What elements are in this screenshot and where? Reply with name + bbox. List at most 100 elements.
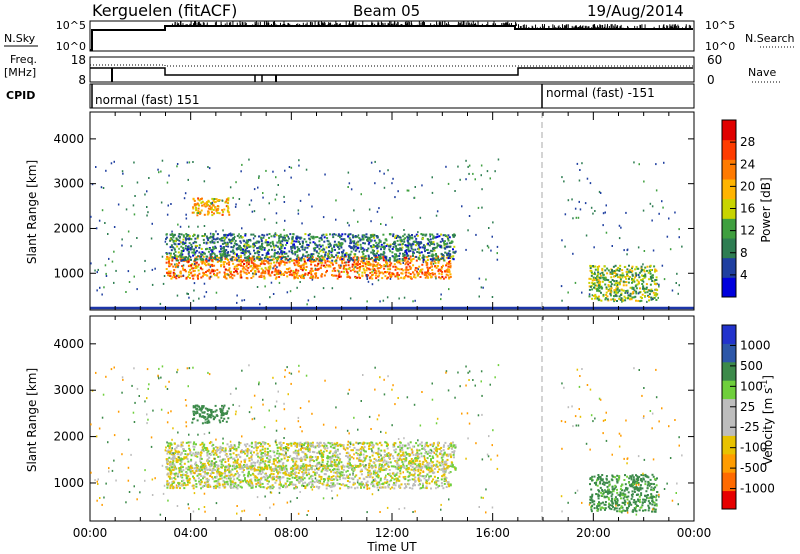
velocity-region-0-point xyxy=(420,475,422,477)
power-region-3-point xyxy=(610,299,612,301)
power-region-1-point xyxy=(209,248,211,250)
power-region-0-point xyxy=(170,271,172,273)
velocity-region-0-point xyxy=(347,480,349,482)
velocity-region-0-point xyxy=(419,472,421,474)
power-region-1-point xyxy=(269,259,271,261)
power-region-1-point xyxy=(199,244,201,246)
power-region-0-point xyxy=(415,277,417,279)
power-region-1-point xyxy=(176,255,178,257)
power-region-1-point xyxy=(328,250,330,252)
power-echo-point xyxy=(236,295,238,297)
power-region-0-point xyxy=(175,266,177,268)
power-region-1-point xyxy=(376,235,378,237)
power-region-1-point xyxy=(436,243,438,245)
power-region-1-point xyxy=(368,255,370,257)
power-region-0-point xyxy=(226,278,228,280)
power-echo-point xyxy=(144,260,146,262)
power-echo-point xyxy=(656,189,658,191)
power-echo-point xyxy=(646,301,648,303)
power-region-3-point xyxy=(609,289,611,291)
power-region-0-point xyxy=(305,263,307,265)
power-region-1-point xyxy=(182,247,184,249)
velocity-region-0-point xyxy=(420,487,422,489)
power-echo-point xyxy=(300,200,302,202)
velocity-region-0-point xyxy=(393,484,395,486)
power-echo-point xyxy=(167,214,169,216)
date-title: 19/Aug/2014 xyxy=(587,2,684,20)
power-echo-point xyxy=(492,236,494,238)
velocity-region-0-point xyxy=(190,473,192,475)
power-region-1-point xyxy=(298,237,300,239)
velocity-region-0-point xyxy=(206,472,208,474)
power-region-0-point xyxy=(185,270,187,272)
power-region-0-point xyxy=(264,278,266,280)
power-region-0-point xyxy=(182,267,184,269)
power-region-0-point xyxy=(397,268,399,270)
power-region-1-point xyxy=(189,235,191,237)
power-region-2-point xyxy=(201,210,203,212)
power-region-1-point xyxy=(174,255,176,257)
power-region-0-point xyxy=(410,256,412,258)
power-region-0-point xyxy=(428,272,430,274)
power-echo-point xyxy=(465,160,467,162)
power-region-3-point xyxy=(612,279,614,281)
power-region-1-point xyxy=(243,245,245,247)
power-echo-point xyxy=(422,257,424,259)
velocity-region-0-point xyxy=(430,488,432,490)
power-region-3-point xyxy=(592,265,594,267)
power-echo-point xyxy=(421,184,423,186)
velocity-region-0-point xyxy=(252,487,254,489)
power-echo-point xyxy=(323,287,325,289)
power-region-0-point xyxy=(303,266,305,268)
power-echo-point xyxy=(232,256,234,258)
power-echo-point xyxy=(621,301,623,303)
power-region-1-point xyxy=(327,255,329,257)
power-region-1-point xyxy=(259,259,261,261)
station-title: Kerguelen (fitACF) xyxy=(92,1,237,20)
power-region-1-point xyxy=(201,235,203,237)
velocity-region-0-point xyxy=(214,480,216,482)
power-echo-point xyxy=(232,197,234,199)
velocity-region-0-point xyxy=(292,477,294,479)
power-region-3-point xyxy=(616,280,618,282)
power-echo-point xyxy=(561,239,563,241)
power-region-0-point xyxy=(242,270,244,272)
power-region-0-point xyxy=(180,275,182,277)
power-region-0-point xyxy=(448,266,450,268)
nave-tick-high: 60 xyxy=(707,53,722,67)
velocity-region-0-point xyxy=(223,476,225,478)
power-region-1-point xyxy=(335,260,337,262)
power-region-1-point xyxy=(180,246,182,248)
velocity-region-0-point xyxy=(198,477,200,479)
power-region-0-point xyxy=(410,276,412,278)
velocity-region-0-point xyxy=(323,478,325,480)
power-region-1-point xyxy=(284,235,286,237)
power-region-0-point xyxy=(291,260,293,262)
power-echo-point xyxy=(604,279,606,281)
power-echo-point xyxy=(114,226,116,228)
power-echo-point xyxy=(122,170,124,172)
power-region-0-point xyxy=(332,270,334,272)
power-echo-point xyxy=(114,161,116,163)
power-region-1-point xyxy=(324,254,326,256)
power-echo-point xyxy=(171,231,173,233)
power-echo-point xyxy=(391,182,393,184)
power-region-3-point xyxy=(632,266,634,268)
power-region-0-point xyxy=(326,264,328,266)
power-region-0-point xyxy=(262,269,264,271)
power-region-0-point xyxy=(379,272,381,274)
power-region-3-point xyxy=(636,266,638,268)
velocity-region-0-point xyxy=(316,486,318,488)
velocity-region-0-point xyxy=(252,485,254,487)
power-region-0-point xyxy=(392,273,394,275)
power-region-0-point xyxy=(371,274,373,276)
power-echo-point xyxy=(638,292,640,294)
velocity-region-1-point xyxy=(218,465,220,467)
power-echo-point xyxy=(668,218,670,220)
power-region-0-point xyxy=(214,274,216,276)
power-region-2-point xyxy=(203,205,205,207)
power-region-1-point xyxy=(222,243,224,245)
power-region-0-point xyxy=(441,268,443,270)
power-region-1-point xyxy=(453,236,455,238)
power-region-0-point xyxy=(352,264,354,266)
